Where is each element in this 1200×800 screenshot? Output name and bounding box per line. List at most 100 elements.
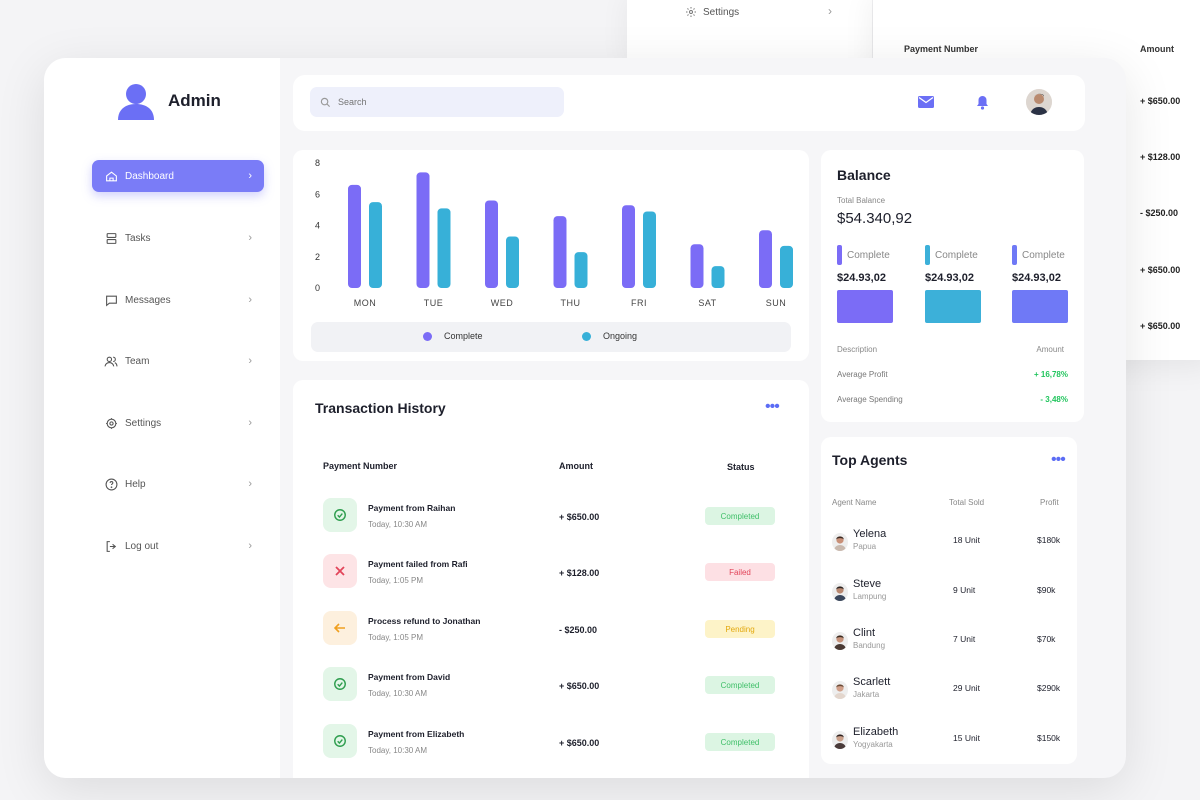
bar-chart: 8 6 4 2 0 MON TUE WED THU FRI SAT SUN: [315, 158, 793, 308]
balance-stat-row: Average Profit + 16,78%: [837, 370, 1068, 379]
col-agent-name: Agent Name: [832, 498, 877, 507]
more-options-icon[interactable]: •••: [1051, 451, 1066, 468]
table-row[interactable]: Payment from David Today, 10:30 AM + $650.…: [323, 667, 783, 703]
bar-complete-fri[interactable]: [622, 205, 635, 288]
transaction-amount: + $128.00: [559, 568, 600, 578]
legend-dot: [423, 331, 432, 341]
bell-icon[interactable]: [973, 93, 991, 111]
sidebar-item-label: Settings: [125, 417, 162, 429]
sidebar-item-team[interactable]: Team ›: [92, 345, 264, 377]
bar-complete-mon[interactable]: [348, 184, 361, 288]
sidebar-item-settings[interactable]: Settings ›: [92, 407, 264, 439]
legend-item-ongoing: Ongoing: [582, 331, 637, 341]
transaction-history-card: Transaction History ••• Payment Number A…: [293, 380, 809, 778]
status-badge: Completed: [705, 676, 775, 694]
bar-ongoing-fri[interactable]: [643, 211, 656, 288]
y-tick-label: 0: [315, 283, 320, 293]
agent-city: Bandung: [853, 641, 886, 650]
balance-stat-row: Average Spending - 3,48%: [837, 395, 1068, 404]
col-total-sold: Total Sold: [949, 498, 985, 507]
sidebar-item-dashboard[interactable]: Dashboard ›: [92, 160, 264, 192]
balance-column: Complete $24.93,02: [925, 245, 981, 323]
agent-row[interactable]: Yelena Papua 18 Unit $180k: [832, 528, 1067, 556]
table-row[interactable]: Process refund to Jonathan Today, 1:05 PM…: [323, 611, 783, 647]
team-icon: [104, 354, 118, 368]
sidebar-item-help[interactable]: Help ›: [92, 468, 264, 500]
agent-name: Yelena: [853, 528, 887, 540]
balance-color-block: [837, 290, 893, 323]
bar-complete-thu[interactable]: [553, 216, 567, 288]
y-tick-label: 6: [315, 189, 320, 199]
sidebar-item-label: Help: [125, 478, 146, 490]
message-icon: [104, 293, 118, 307]
transaction-title: Transaction History: [315, 400, 446, 416]
agent-profit: $70k: [1037, 634, 1056, 644]
search-box[interactable]: [310, 87, 564, 117]
bar-complete-sat[interactable]: [690, 244, 704, 288]
check-circle-icon: [323, 498, 357, 532]
mail-icon[interactable]: [917, 93, 935, 111]
agent-row[interactable]: Steve Lampung 9 Unit $90k: [832, 578, 1067, 606]
bar-complete-tue[interactable]: [416, 172, 430, 288]
agent-profit: $90k: [1037, 585, 1056, 595]
balance-column-label: Complete: [1022, 249, 1065, 261]
agent-profit: $290k: [1037, 683, 1061, 693]
bar-ongoing-sat[interactable]: [711, 266, 725, 288]
sidebar-item-tasks[interactable]: Tasks ›: [92, 222, 264, 254]
sidebar-item-logout[interactable]: Log out ›: [92, 530, 264, 562]
dashboard-window: Admin Dashboard › Tasks › Messages › Tea…: [44, 58, 1126, 778]
bar-ongoing-wed[interactable]: [506, 236, 519, 288]
col-profit: Profit: [1040, 498, 1059, 507]
description-header: Description: [837, 345, 878, 354]
table-row[interactable]: Payment from Elizabeth Today, 10:30 AM + $…: [323, 724, 783, 760]
background-col-payment: Payment Number: [904, 44, 979, 54]
sidebar-item-label: Team: [125, 355, 150, 367]
stat-value: - 3,48%: [1040, 395, 1068, 404]
top-agents-card: Top Agents ••• Agent Name Total Sold Pro…: [821, 437, 1077, 764]
agent-name: Clint: [853, 627, 876, 639]
search-input[interactable]: [338, 97, 538, 107]
balance-column-amount: $24.93,02: [925, 272, 974, 284]
x-tick-label: THU: [561, 298, 581, 308]
agent-row[interactable]: Scarlett Jakarta 29 Unit $290k: [832, 676, 1067, 704]
search-icon: [320, 97, 331, 107]
agent-profit: $150k: [1037, 733, 1061, 743]
chart-legend: Complete Ongoing: [311, 322, 791, 352]
more-options-icon[interactable]: •••: [765, 398, 780, 415]
table-row[interactable]: Payment failed from Rafi Today, 1:05 PM + …: [323, 554, 783, 590]
bar-ongoing-thu[interactable]: [574, 252, 588, 288]
brand: Admin: [118, 82, 221, 120]
agent-total-sold: 29 Unit: [953, 683, 980, 693]
balance-column: Complete $24.93,02: [1012, 245, 1068, 323]
close-icon: [323, 554, 357, 588]
bar-complete-wed[interactable]: [485, 200, 498, 289]
transaction-time: Today, 1:05 PM: [368, 576, 423, 585]
sidebar-item-messages[interactable]: Messages ›: [92, 284, 264, 316]
legend-label: Ongoing: [603, 331, 638, 341]
background-settings-row: Settings: [685, 6, 739, 18]
background-settings-panel: Settings ›: [627, 0, 872, 60]
col-status: Status: [727, 462, 755, 472]
agent-row[interactable]: Clint Bandung 7 Unit $70k: [832, 627, 1067, 655]
transaction-name: Process refund to Jonathan: [368, 616, 481, 626]
bar-ongoing-mon[interactable]: [369, 202, 382, 288]
balance-column-amount: $24.93,02: [837, 272, 886, 284]
check-circle-icon: [323, 724, 357, 758]
x-tick-label: WED: [491, 298, 514, 308]
top-bar: [293, 75, 1085, 131]
table-row[interactable]: Payment from Raihan Today, 10:30 AM + $650…: [323, 498, 783, 534]
agent-row[interactable]: Elizabeth Yogyakarta 15 Unit $150k: [832, 726, 1067, 754]
bar-complete-sun[interactable]: [759, 230, 772, 288]
background-amount: - $250.00: [1140, 208, 1179, 218]
transaction-amount: + $650.00: [559, 512, 600, 522]
user-avatar[interactable]: [1026, 89, 1052, 115]
bar-ongoing-tue[interactable]: [437, 208, 451, 288]
x-tick-label: FRI: [631, 298, 647, 308]
transaction-time: Today, 10:30 AM: [368, 746, 427, 755]
balance-column-label: Complete: [847, 249, 890, 261]
bar-ongoing-sun[interactable]: [780, 245, 793, 288]
legend-item-complete: Complete: [423, 331, 483, 341]
x-tick-label: SAT: [698, 298, 716, 308]
sidebar: Admin Dashboard › Tasks › Messages › Tea…: [44, 58, 280, 778]
total-balance-value: $54.340,92: [837, 210, 913, 227]
